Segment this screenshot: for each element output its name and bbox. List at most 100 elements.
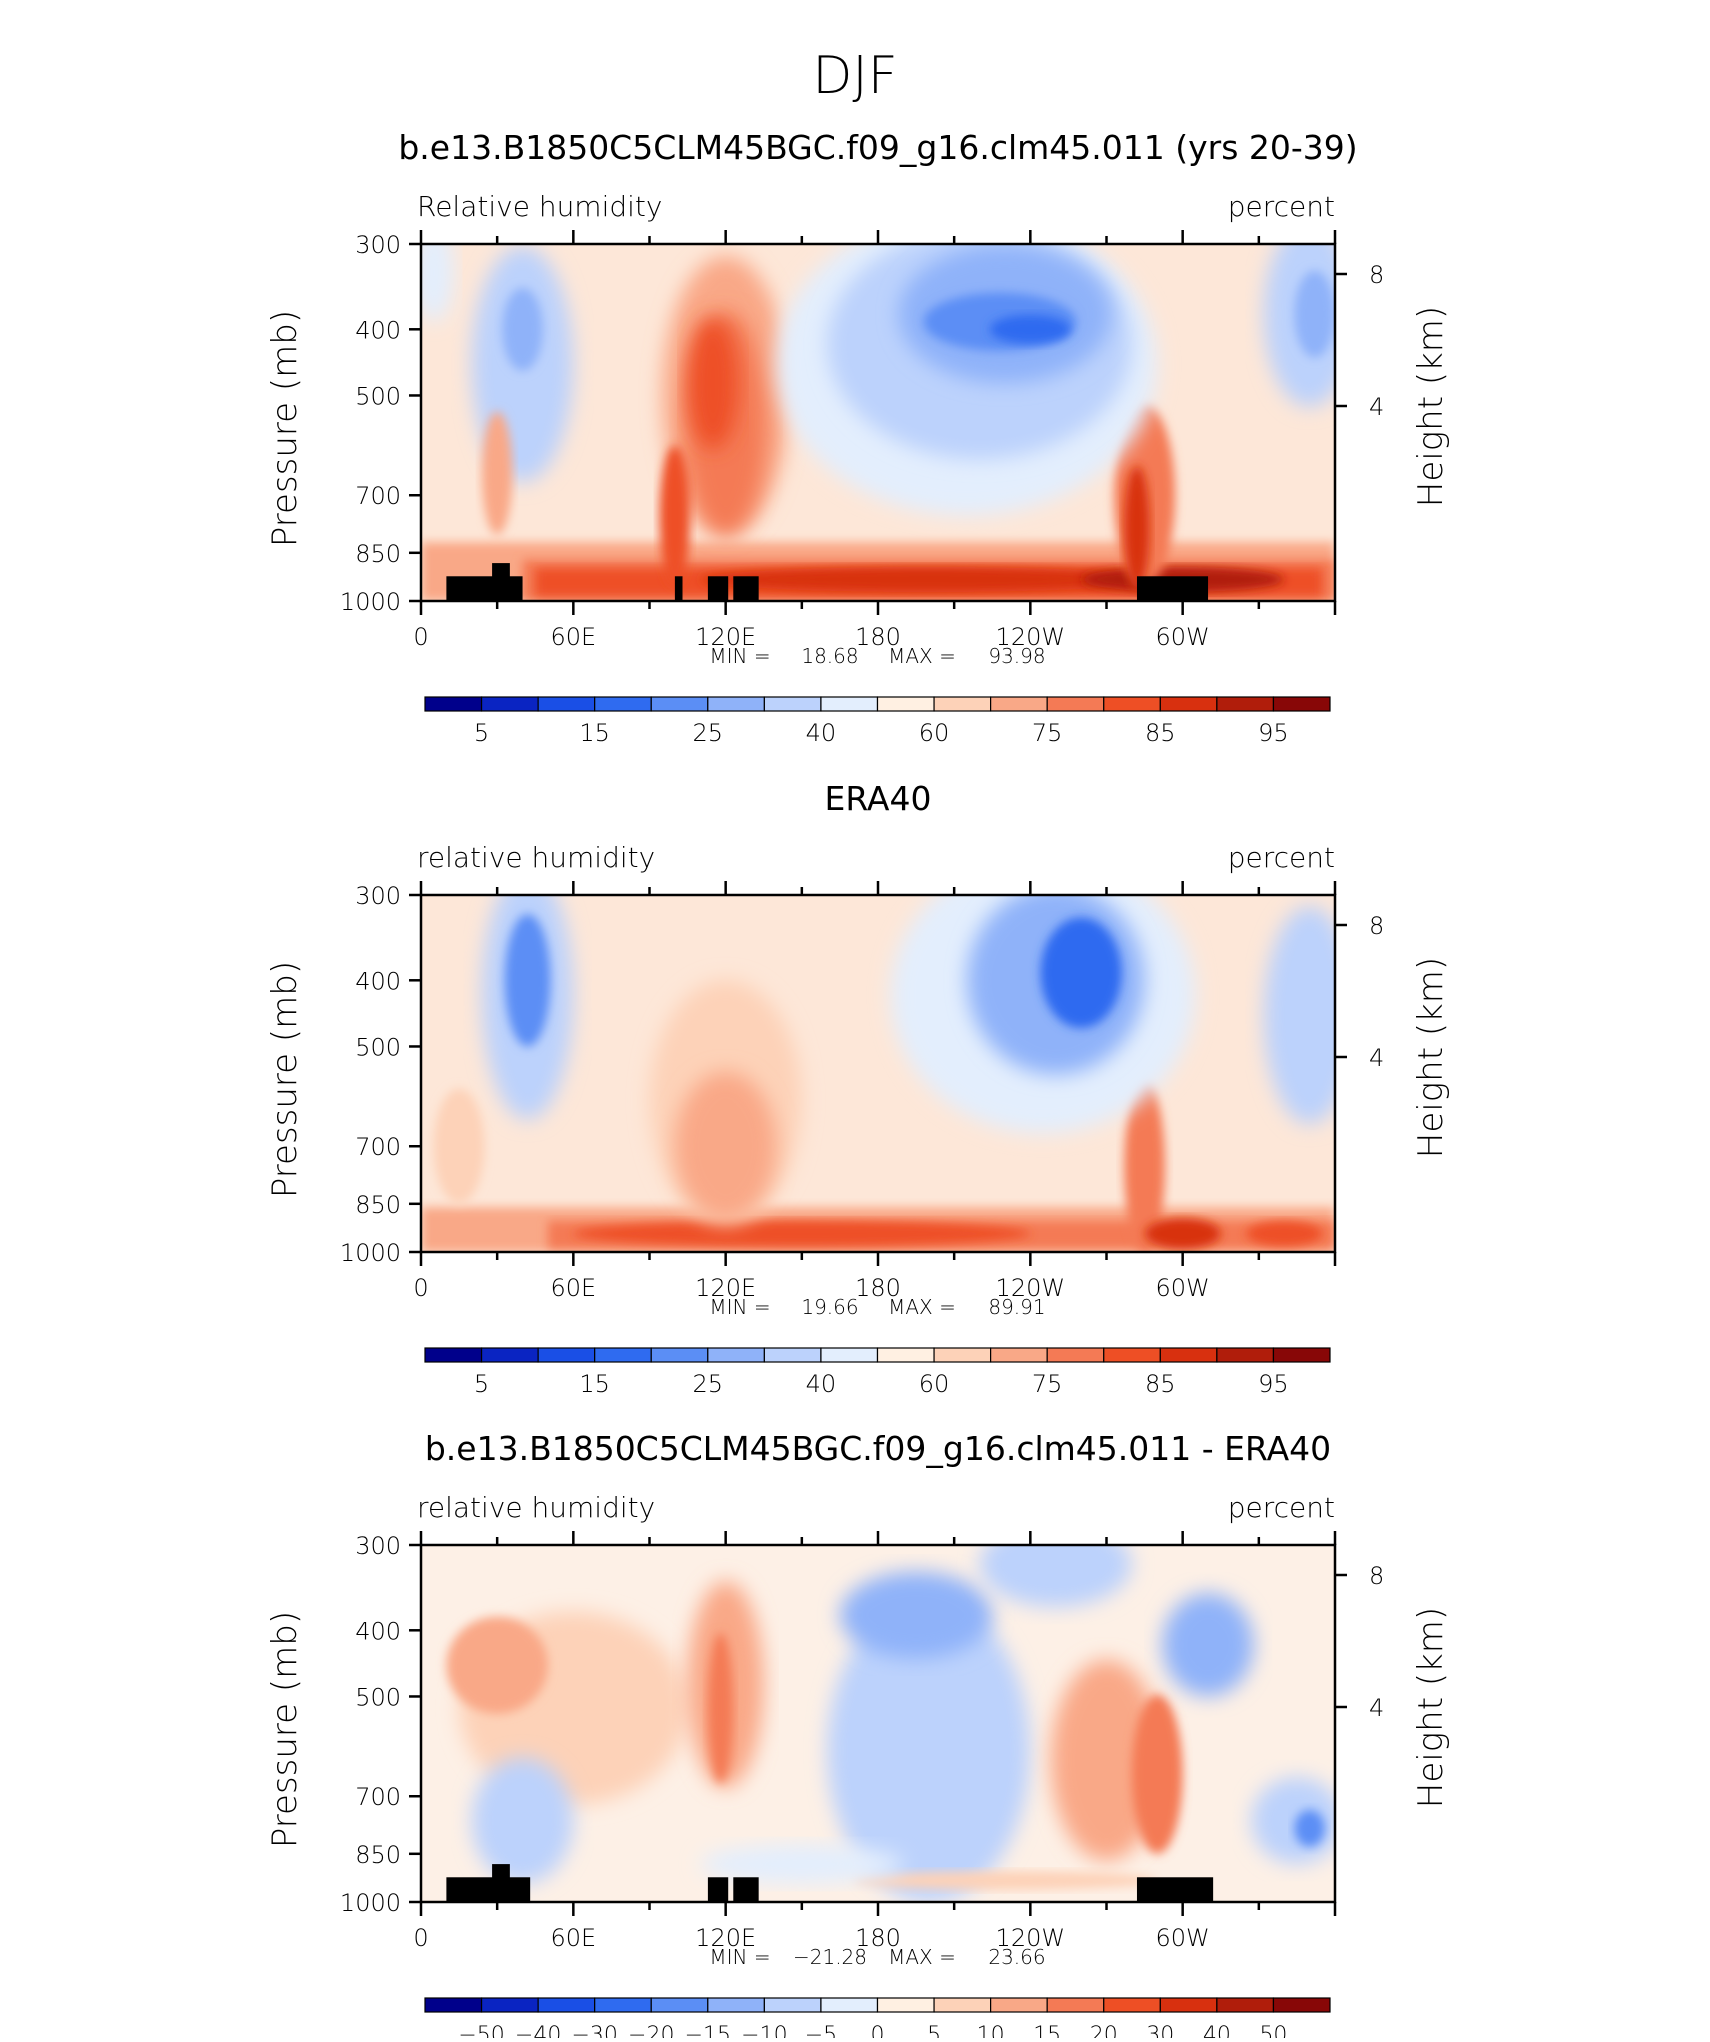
y-tick-label: 700 <box>355 482 401 510</box>
colorbar-label: −10 <box>741 2023 787 2038</box>
contour-region <box>1050 1659 1163 1861</box>
colorbar-label: −30 <box>571 2023 617 2038</box>
colorbar-label: 0 <box>871 2023 885 2038</box>
contour-region <box>1294 1809 1325 1847</box>
colorbar-box <box>424 1347 483 1363</box>
colorbar-label: 15 <box>1033 2023 1061 2038</box>
y-tick-label: 700 <box>355 1133 401 1161</box>
contour-region <box>1131 1694 1183 1854</box>
x-tick-label: 120E <box>695 1924 756 1952</box>
x-tick-label: 60W <box>1156 623 1210 651</box>
colorbar-box <box>820 696 879 712</box>
contour-region <box>1162 1593 1254 1697</box>
y-tick-label: 1000 <box>340 1239 401 1267</box>
colorbar-box <box>480 1997 539 2013</box>
chart-panel-3: b.e13.B1850C5CLM45BGC.f09_g16.clm45.011 … <box>265 1429 1451 2042</box>
colorbar-box <box>933 696 992 712</box>
colorbar-label: 75 <box>1032 719 1063 747</box>
colorbar-box <box>650 696 709 712</box>
contour-region <box>471 1757 574 1884</box>
y-tick-label: 300 <box>355 882 401 910</box>
contour-region <box>1144 1218 1221 1250</box>
colorbar-box <box>1272 1347 1331 1363</box>
y-axis-label: Pressure (mb) <box>265 961 305 1198</box>
contour-region <box>1040 917 1122 1029</box>
min-value: 18.68 <box>801 644 858 668</box>
x-tick-label: 120W <box>996 623 1066 651</box>
y-tick-label: 400 <box>355 1617 401 1645</box>
colorbar-box <box>876 1997 935 2013</box>
y-right-tick-label: 8 <box>1369 261 1384 289</box>
colorbar-label: 95 <box>1258 719 1289 747</box>
colorbar-box <box>763 1347 822 1363</box>
x-tick-label: 120E <box>695 623 756 651</box>
colorbar-box <box>1159 1347 1218 1363</box>
topography-mask <box>733 1877 759 1902</box>
colorbar-box <box>480 1347 539 1363</box>
topography-mask <box>674 576 683 601</box>
colorbar-box <box>1046 1997 1105 2013</box>
max-value: 23.66 <box>988 1945 1045 1969</box>
y-right-tick-label: 4 <box>1369 1044 1384 1072</box>
colorbar-box <box>707 1347 765 1363</box>
x-tick-label: 120E <box>695 1274 756 1302</box>
contour-region <box>687 317 739 450</box>
colorbar-box <box>1216 696 1275 712</box>
y-axis-label: Pressure (mb) <box>265 1611 305 1848</box>
topography-mask <box>446 1877 531 1902</box>
colorbar-label: 40 <box>1203 2023 1231 2038</box>
y-axis-label: Pressure (mb) <box>265 310 305 547</box>
contour-region <box>1124 465 1150 589</box>
min-label: MIN = <box>709 644 770 668</box>
colorbar-box <box>1046 696 1105 712</box>
contour-region <box>481 411 513 535</box>
colorbar-label: 60 <box>919 719 950 747</box>
contour-region <box>504 914 551 1047</box>
colorbar-box <box>933 1997 992 2013</box>
colorbar-box <box>424 696 483 712</box>
colorbar-box <box>480 696 539 712</box>
x-tick-label: 120W <box>996 1924 1066 1952</box>
min-label: MIN = <box>709 1295 770 1319</box>
colorbar-box <box>707 1997 765 2013</box>
y-tick-label: 400 <box>355 316 401 344</box>
colorbar-label: −40 <box>515 2023 561 2038</box>
chart-title: b.e13.B1850C5CLM45BGC.f09_g16.clm45.011 … <box>425 1429 1331 1468</box>
x-tick-label: 0 <box>413 623 428 651</box>
colorbar-label: 5 <box>474 1370 489 1398</box>
page-title: DJF <box>812 46 897 106</box>
colorbar-box <box>594 696 652 712</box>
y-right-tick-label: 8 <box>1369 912 1384 940</box>
contour-region <box>659 445 691 586</box>
contour-region <box>1246 1221 1323 1247</box>
max-value: 93.98 <box>988 644 1045 668</box>
colorbar-label: −15 <box>685 2023 731 2038</box>
colorbar-box <box>1159 1997 1218 2013</box>
y-tick-label: 700 <box>355 1783 401 1811</box>
y-tick-label: 850 <box>355 1841 401 1869</box>
contour-region <box>700 1844 904 1884</box>
colorbar-box <box>707 696 765 712</box>
topography-mask <box>733 576 759 601</box>
contour-region <box>707 1632 734 1784</box>
contour-region <box>674 1071 777 1221</box>
topography-mask <box>1136 1877 1214 1902</box>
colorbar-label: 40 <box>806 1370 837 1398</box>
x-tick-label: 0 <box>413 1924 428 1952</box>
colorbar-label: 85 <box>1145 719 1176 747</box>
colorbar-label: 60 <box>919 1370 950 1398</box>
x-tick-label: 180 <box>855 1274 901 1302</box>
x-tick-label: 180 <box>855 623 901 651</box>
y-tick-label: 1000 <box>340 588 401 616</box>
contour-region <box>989 314 1071 344</box>
colorbar-label: 30 <box>1146 2023 1174 2038</box>
colorbar-box <box>1103 1347 1161 1363</box>
colorbar-box <box>1216 1997 1275 2013</box>
contour-region <box>446 1616 548 1714</box>
right-string: percent <box>1228 190 1335 223</box>
topography-mask <box>707 576 729 601</box>
y-tick-label: 400 <box>355 967 401 995</box>
colorbar-label: 40 <box>806 719 837 747</box>
max-value: 89.91 <box>988 1295 1045 1319</box>
